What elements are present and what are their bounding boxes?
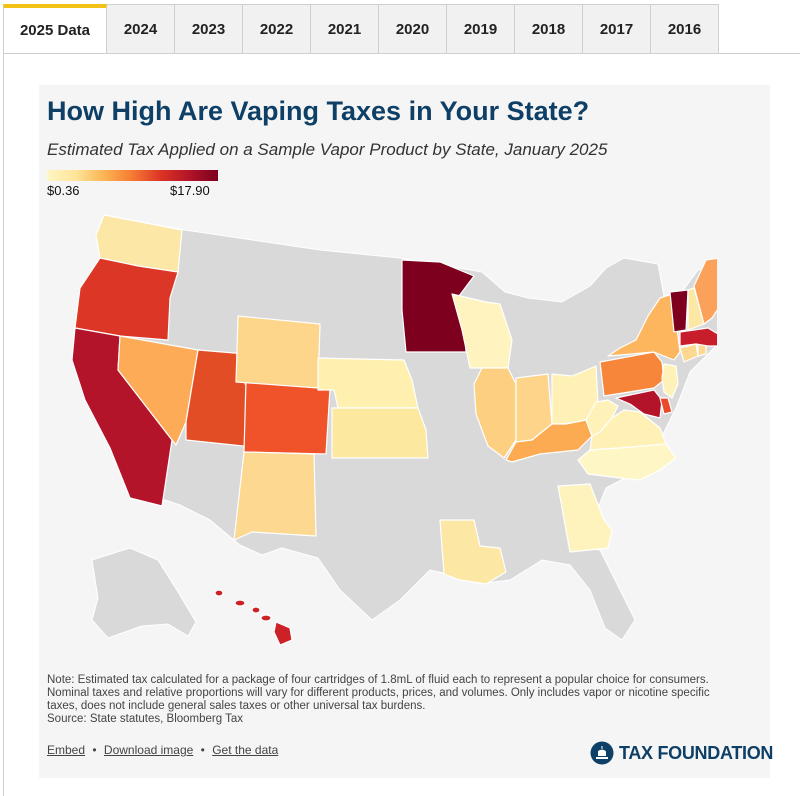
page-title: How High Are Vaping Taxes in Your State?	[47, 96, 590, 126]
state-maryland[interactable]	[615, 389, 663, 419]
us-state-map	[71, 214, 717, 646]
state-kansas[interactable]	[331, 407, 429, 459]
state-oregon[interactable]	[74, 257, 179, 341]
logo-text: TAX FOUNDATION	[619, 742, 774, 763]
legend-min-label: $0.36	[47, 183, 80, 198]
note-line: Nominal taxes and relative proportions w…	[47, 687, 710, 699]
tab-2021[interactable]: 2021	[311, 4, 379, 54]
link-separator: •	[200, 743, 205, 757]
state-colorado[interactable]	[243, 379, 331, 455]
tab-2018[interactable]: 2018	[515, 4, 583, 54]
alaska-shape	[91, 547, 197, 639]
color-scale-legend	[47, 170, 218, 181]
state-north-carolina[interactable]	[577, 443, 677, 481]
tax-foundation-logo: TAX FOUNDATION	[590, 741, 773, 765]
source-line: Source: State statutes, Bloomberg Tax	[47, 713, 244, 725]
note-line: Note: Estimated tax calculated for a pac…	[47, 674, 709, 686]
state-georgia[interactable]	[557, 483, 613, 553]
tab-2020[interactable]: 2020	[379, 4, 447, 54]
state-wisconsin[interactable]	[451, 293, 513, 369]
link-separator: •	[92, 743, 97, 757]
tab-2016[interactable]: 2016	[651, 4, 719, 54]
note-line: taxes, does not include general sales ta…	[47, 700, 426, 712]
page-subtitle: Estimated Tax Applied on a Sample Vapor …	[47, 140, 608, 159]
tab-2025-data[interactable]: 2025 Data	[3, 4, 107, 54]
state-delaware[interactable]	[659, 397, 673, 415]
state-vermont[interactable]	[669, 289, 689, 333]
chart-note: Note: Estimated tax calculated for a pac…	[47, 674, 763, 726]
state-wyoming[interactable]	[235, 315, 321, 389]
state-louisiana[interactable]	[439, 519, 507, 585]
year-tabs: 2025 Data 2024 2023 2022 2021 2020 2019 …	[3, 4, 719, 54]
download-image-link[interactable]: Download image	[103, 743, 194, 757]
chart-links: Embed • Download image • Get the data	[47, 743, 278, 757]
tab-panel-frame	[3, 53, 800, 796]
state-massachusetts[interactable]	[679, 327, 717, 347]
get-data-link[interactable]: Get the data	[212, 743, 279, 757]
capitol-dome-icon	[590, 741, 614, 765]
tab-2022[interactable]: 2022	[243, 4, 311, 54]
state-illinois[interactable]	[473, 367, 517, 459]
tab-2024[interactable]: 2024	[107, 4, 175, 54]
state-hawaii[interactable]	[214, 589, 293, 646]
state-new-jersey[interactable]	[661, 363, 679, 399]
tab-2017[interactable]: 2017	[583, 4, 651, 54]
legend-max-label: $17.90	[170, 183, 210, 198]
tab-2019[interactable]: 2019	[447, 4, 515, 54]
state-maine[interactable]	[693, 257, 717, 325]
tab-2023[interactable]: 2023	[175, 4, 243, 54]
embed-link[interactable]: Embed	[47, 743, 86, 757]
state-new-mexico[interactable]	[233, 451, 317, 541]
